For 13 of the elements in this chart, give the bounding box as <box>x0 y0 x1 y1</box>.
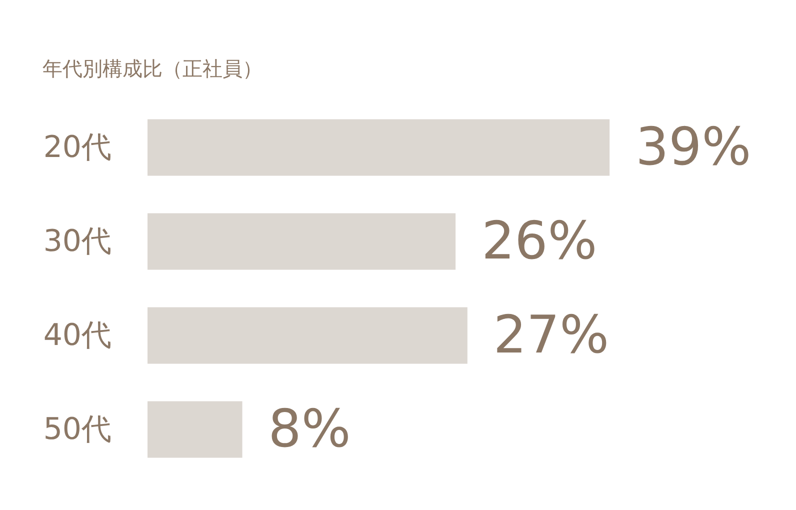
chart-title: 年代別構成比（正社員） <box>42 56 262 80</box>
y-tick-label: 50代 <box>43 412 112 447</box>
bar <box>148 119 610 176</box>
y-tick-label: 20代 <box>43 130 112 165</box>
y-tick-label: 40代 <box>43 318 112 353</box>
y-tick-label: 30代 <box>43 224 112 259</box>
bar <box>148 401 242 458</box>
data-label: 39% <box>636 118 752 178</box>
bar <box>148 213 456 270</box>
data-label: 8% <box>268 400 351 460</box>
bar <box>148 307 468 364</box>
data-label: 27% <box>493 306 609 366</box>
data-label: 26% <box>482 212 598 272</box>
